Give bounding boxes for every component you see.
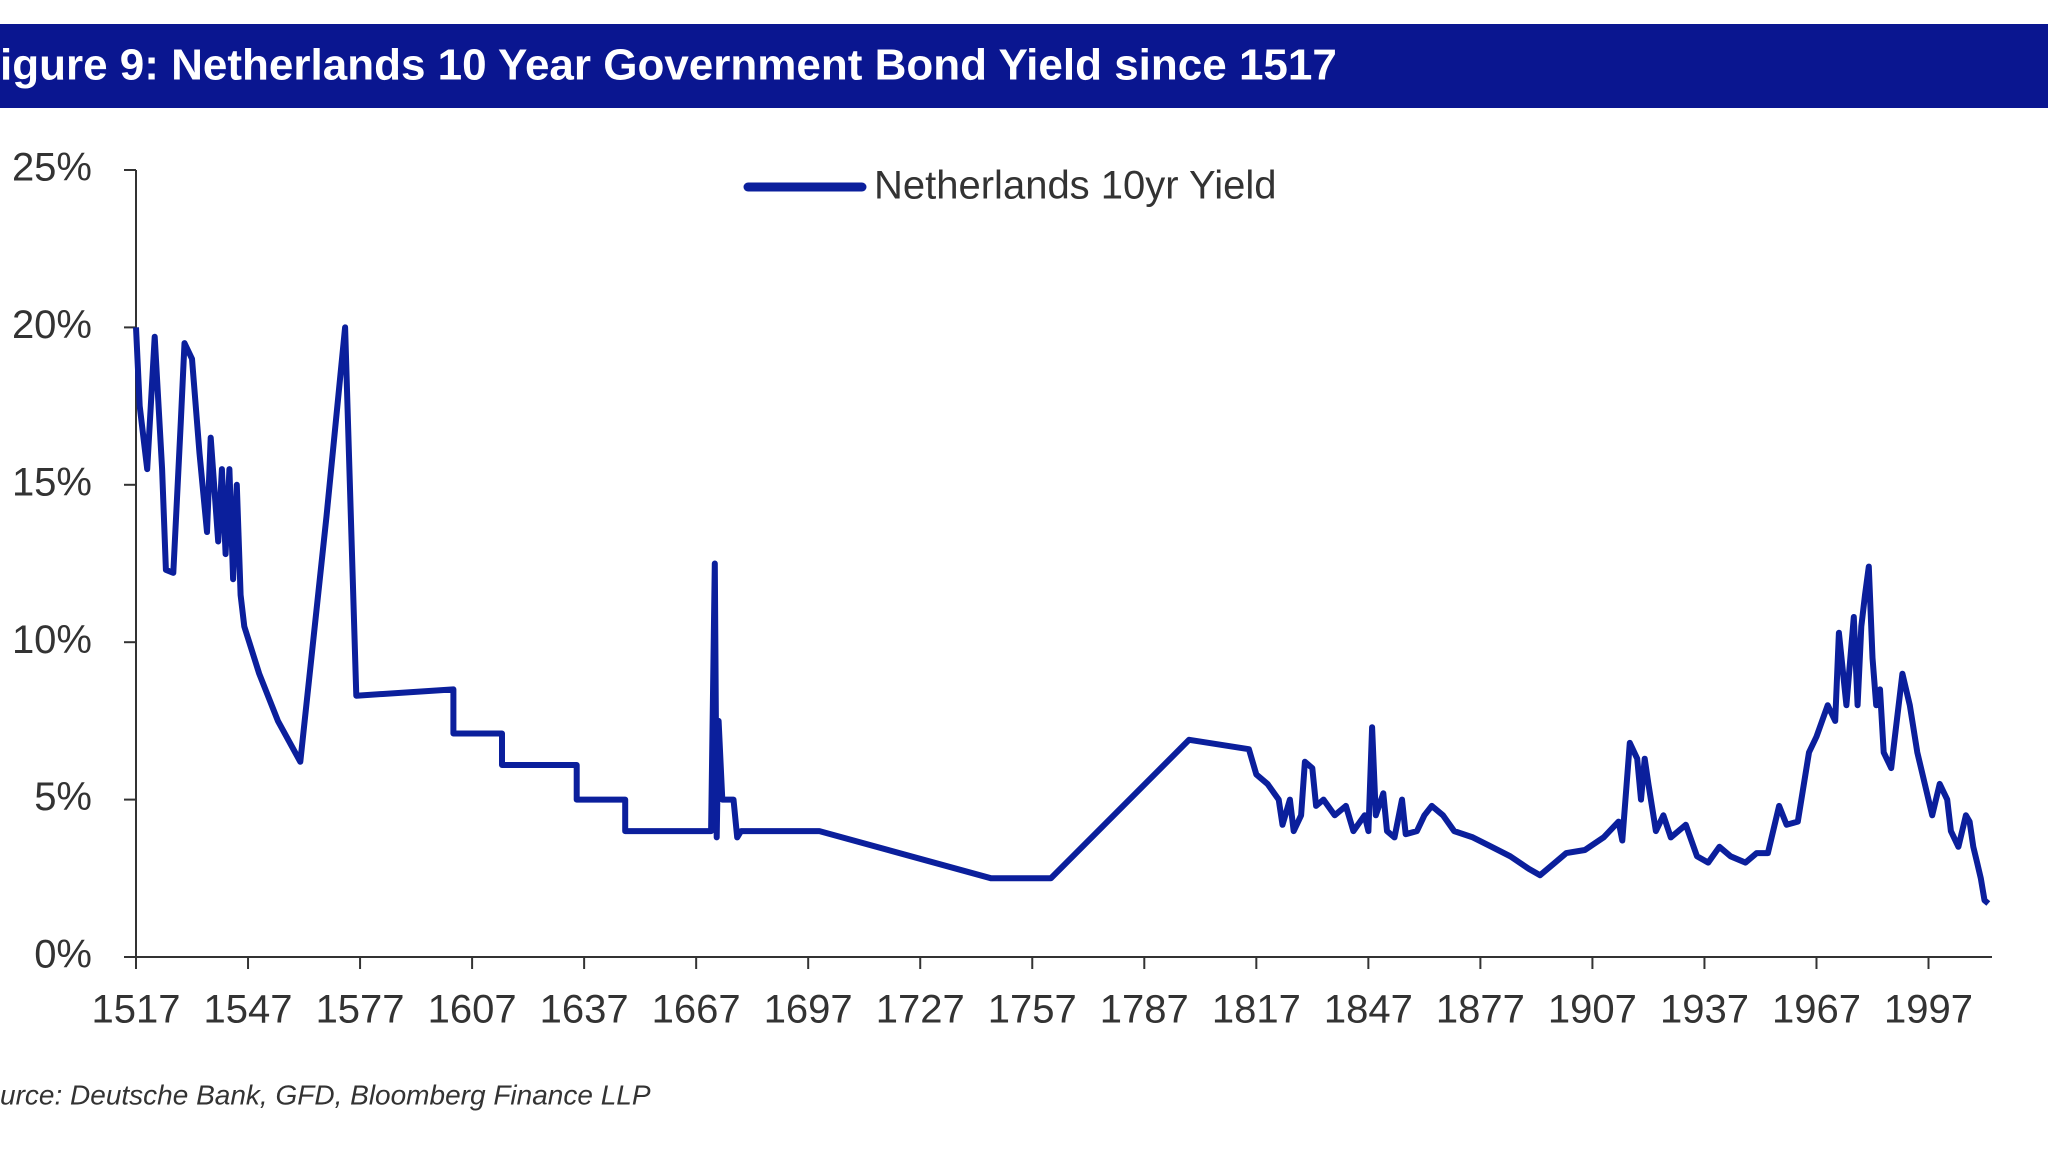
x-tick-label: 1577: [316, 988, 405, 1032]
x-tick-label: 1607: [428, 988, 517, 1032]
y-tick-label: 15%: [12, 460, 92, 504]
x-tick-label: 1787: [1100, 988, 1189, 1032]
title-bar: [0, 24, 2048, 108]
data-line: [133, 324, 1991, 906]
x-tick-label: 1997: [1884, 988, 1973, 1032]
x-tick-label: 1517: [92, 988, 181, 1032]
x-tick-label: 1817: [1212, 988, 1301, 1032]
x-tick-label: 1727: [876, 988, 965, 1032]
legend-label: Netherlands 10yr Yield: [874, 164, 1276, 208]
x-tick-label: 1697: [764, 988, 853, 1032]
y-tick-label: 5%: [34, 775, 92, 819]
y-tick-label: 10%: [12, 618, 92, 662]
x-tick-label: 1847: [1324, 988, 1413, 1032]
y-tick-label: 20%: [12, 303, 92, 347]
x-tick-label: 1967: [1772, 988, 1861, 1032]
chart-title: igure 9: Netherlands 10 Year Government …: [0, 41, 1337, 90]
x-tick-label: 1937: [1660, 988, 1749, 1032]
x-tick-label: 1907: [1548, 988, 1637, 1032]
x-tick-label: 1667: [652, 988, 741, 1032]
x-tick-label: 1547: [204, 988, 293, 1032]
source-note: urce: Deutsche Bank, GFD, Bloomberg Fina…: [0, 1079, 651, 1110]
x-tick-label: 1637: [540, 988, 629, 1032]
x-tick-label: 1877: [1436, 988, 1525, 1032]
y-tick-label: 0%: [34, 933, 92, 977]
y-tick-label: 25%: [12, 146, 92, 190]
x-tick-label: 1757: [988, 988, 1077, 1032]
